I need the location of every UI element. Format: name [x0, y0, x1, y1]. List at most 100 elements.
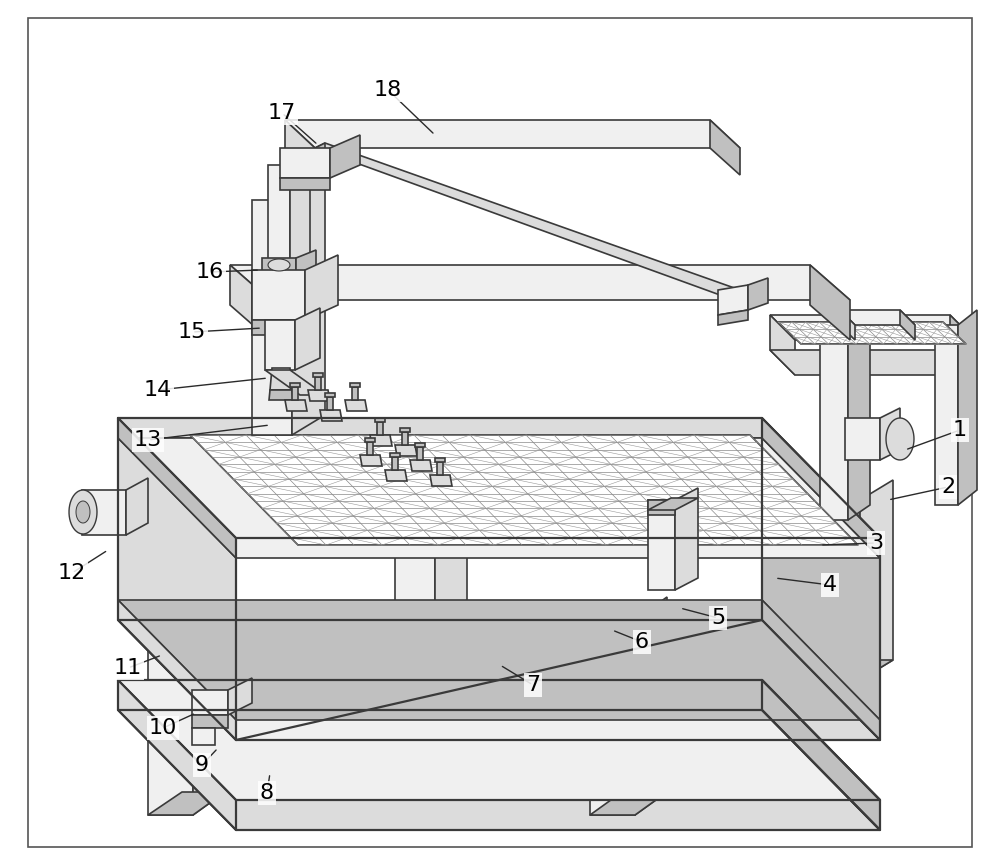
Polygon shape — [762, 418, 880, 558]
Polygon shape — [252, 320, 305, 335]
Polygon shape — [313, 373, 323, 377]
Polygon shape — [118, 680, 880, 800]
Polygon shape — [718, 310, 748, 325]
Polygon shape — [770, 315, 795, 375]
Polygon shape — [330, 135, 360, 178]
Polygon shape — [325, 393, 335, 397]
Polygon shape — [935, 325, 958, 505]
Polygon shape — [265, 370, 325, 395]
Polygon shape — [268, 165, 290, 270]
Polygon shape — [69, 490, 97, 534]
Polygon shape — [840, 310, 855, 340]
Text: 16: 16 — [196, 262, 224, 282]
Text: 3: 3 — [869, 533, 883, 553]
Polygon shape — [820, 660, 893, 680]
Polygon shape — [193, 597, 225, 815]
Polygon shape — [268, 259, 290, 271]
Polygon shape — [118, 600, 236, 740]
Text: 5: 5 — [711, 608, 725, 628]
Polygon shape — [252, 200, 292, 435]
Text: 14: 14 — [144, 380, 172, 400]
Text: 1: 1 — [953, 420, 967, 440]
Polygon shape — [385, 470, 407, 481]
Polygon shape — [192, 715, 228, 728]
Polygon shape — [292, 180, 325, 435]
Polygon shape — [648, 500, 675, 515]
Polygon shape — [118, 418, 236, 740]
Text: 15: 15 — [178, 322, 206, 342]
Polygon shape — [375, 418, 385, 422]
Polygon shape — [365, 438, 375, 442]
Polygon shape — [770, 315, 975, 340]
Polygon shape — [710, 120, 740, 175]
Polygon shape — [285, 400, 307, 411]
Polygon shape — [296, 250, 316, 275]
Polygon shape — [118, 710, 880, 830]
Polygon shape — [295, 308, 320, 370]
Polygon shape — [118, 418, 762, 438]
Polygon shape — [118, 418, 236, 558]
Polygon shape — [435, 470, 467, 620]
Polygon shape — [648, 500, 675, 590]
Polygon shape — [590, 792, 667, 815]
Polygon shape — [848, 325, 870, 520]
Text: 10: 10 — [149, 718, 177, 738]
Polygon shape — [28, 18, 972, 847]
Polygon shape — [415, 443, 425, 447]
Text: 6: 6 — [635, 632, 649, 652]
Polygon shape — [270, 368, 292, 390]
Polygon shape — [148, 620, 193, 815]
Polygon shape — [770, 350, 975, 375]
Polygon shape — [280, 178, 330, 190]
Polygon shape — [118, 418, 880, 538]
Polygon shape — [402, 432, 408, 445]
Polygon shape — [320, 410, 342, 421]
Polygon shape — [390, 453, 400, 457]
Text: 2: 2 — [941, 477, 955, 497]
Polygon shape — [360, 455, 382, 466]
Polygon shape — [958, 310, 977, 505]
Polygon shape — [192, 690, 228, 715]
Polygon shape — [845, 418, 880, 460]
Polygon shape — [778, 322, 966, 344]
Polygon shape — [762, 600, 880, 740]
Polygon shape — [950, 315, 975, 375]
Polygon shape — [352, 387, 358, 400]
Polygon shape — [410, 460, 432, 471]
Polygon shape — [290, 155, 310, 270]
Polygon shape — [192, 728, 215, 745]
Polygon shape — [430, 475, 452, 486]
Polygon shape — [315, 143, 740, 295]
Polygon shape — [269, 390, 293, 400]
Polygon shape — [395, 490, 435, 620]
Polygon shape — [840, 310, 915, 325]
Polygon shape — [370, 435, 392, 446]
Polygon shape — [292, 387, 298, 400]
Text: 17: 17 — [268, 103, 296, 123]
Polygon shape — [400, 428, 410, 432]
Polygon shape — [285, 148, 315, 175]
Polygon shape — [280, 148, 330, 178]
Polygon shape — [820, 340, 848, 520]
Polygon shape — [437, 462, 443, 475]
Polygon shape — [395, 445, 417, 456]
Polygon shape — [648, 498, 698, 510]
Polygon shape — [435, 458, 445, 462]
Polygon shape — [820, 500, 860, 680]
Polygon shape — [126, 478, 148, 535]
Polygon shape — [230, 265, 270, 340]
Polygon shape — [900, 310, 915, 340]
Polygon shape — [392, 457, 398, 470]
Polygon shape — [860, 480, 893, 680]
Polygon shape — [590, 620, 635, 815]
Polygon shape — [230, 265, 850, 300]
Text: 4: 4 — [823, 575, 837, 595]
Text: 13: 13 — [134, 430, 162, 450]
Polygon shape — [635, 597, 667, 815]
Polygon shape — [118, 438, 880, 558]
Polygon shape — [350, 383, 360, 387]
Polygon shape — [308, 390, 330, 401]
Polygon shape — [748, 278, 768, 310]
Polygon shape — [345, 400, 367, 411]
Text: 9: 9 — [195, 755, 209, 775]
